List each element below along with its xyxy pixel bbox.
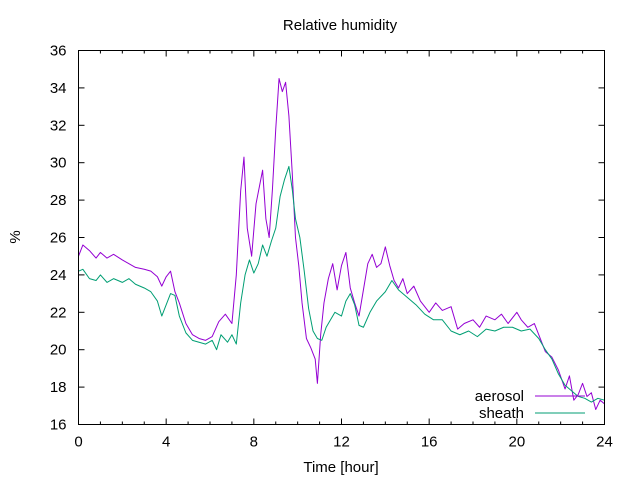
series-line-aerosol [78, 78, 605, 411]
x-tick-label: 0 [74, 434, 82, 451]
legend-label-sheath: sheath [479, 405, 524, 422]
y-tick-label: 24 [50, 267, 67, 284]
y-tick-label: 16 [50, 417, 67, 434]
x-tick-label: 4 [162, 434, 170, 451]
y-tick-label: 28 [50, 192, 67, 209]
series-line-sheath [78, 165, 605, 403]
plot-frame [78, 50, 605, 425]
y-tick-label: 22 [50, 304, 67, 321]
y-tick-label: 32 [50, 117, 67, 134]
y-tick-label: 30 [50, 155, 67, 172]
y-tick-label: 18 [50, 379, 67, 396]
x-tick-label: 24 [596, 434, 613, 451]
axis-ticks: 0 4 8 12 16 20 24 16 18 20 22 24 26 28 30 32 34 36 [50, 43, 613, 451]
chart-title: Relative humidity [283, 17, 398, 34]
y-tick-label: 36 [50, 43, 67, 60]
y-axis-label: % [7, 230, 24, 243]
legend-label-aerosol: aerosol [475, 388, 524, 405]
x-axis-label: Time [hour] [303, 459, 378, 476]
x-tick-label: 12 [333, 434, 350, 451]
x-tick-label: 8 [250, 434, 258, 451]
y-tick-label: 26 [50, 230, 67, 247]
y-tick-label: 20 [50, 342, 67, 359]
x-tick-label: 20 [508, 434, 525, 451]
x-tick-label: 16 [421, 434, 438, 451]
y-tick-label: 34 [50, 80, 67, 97]
data-series [78, 78, 605, 411]
